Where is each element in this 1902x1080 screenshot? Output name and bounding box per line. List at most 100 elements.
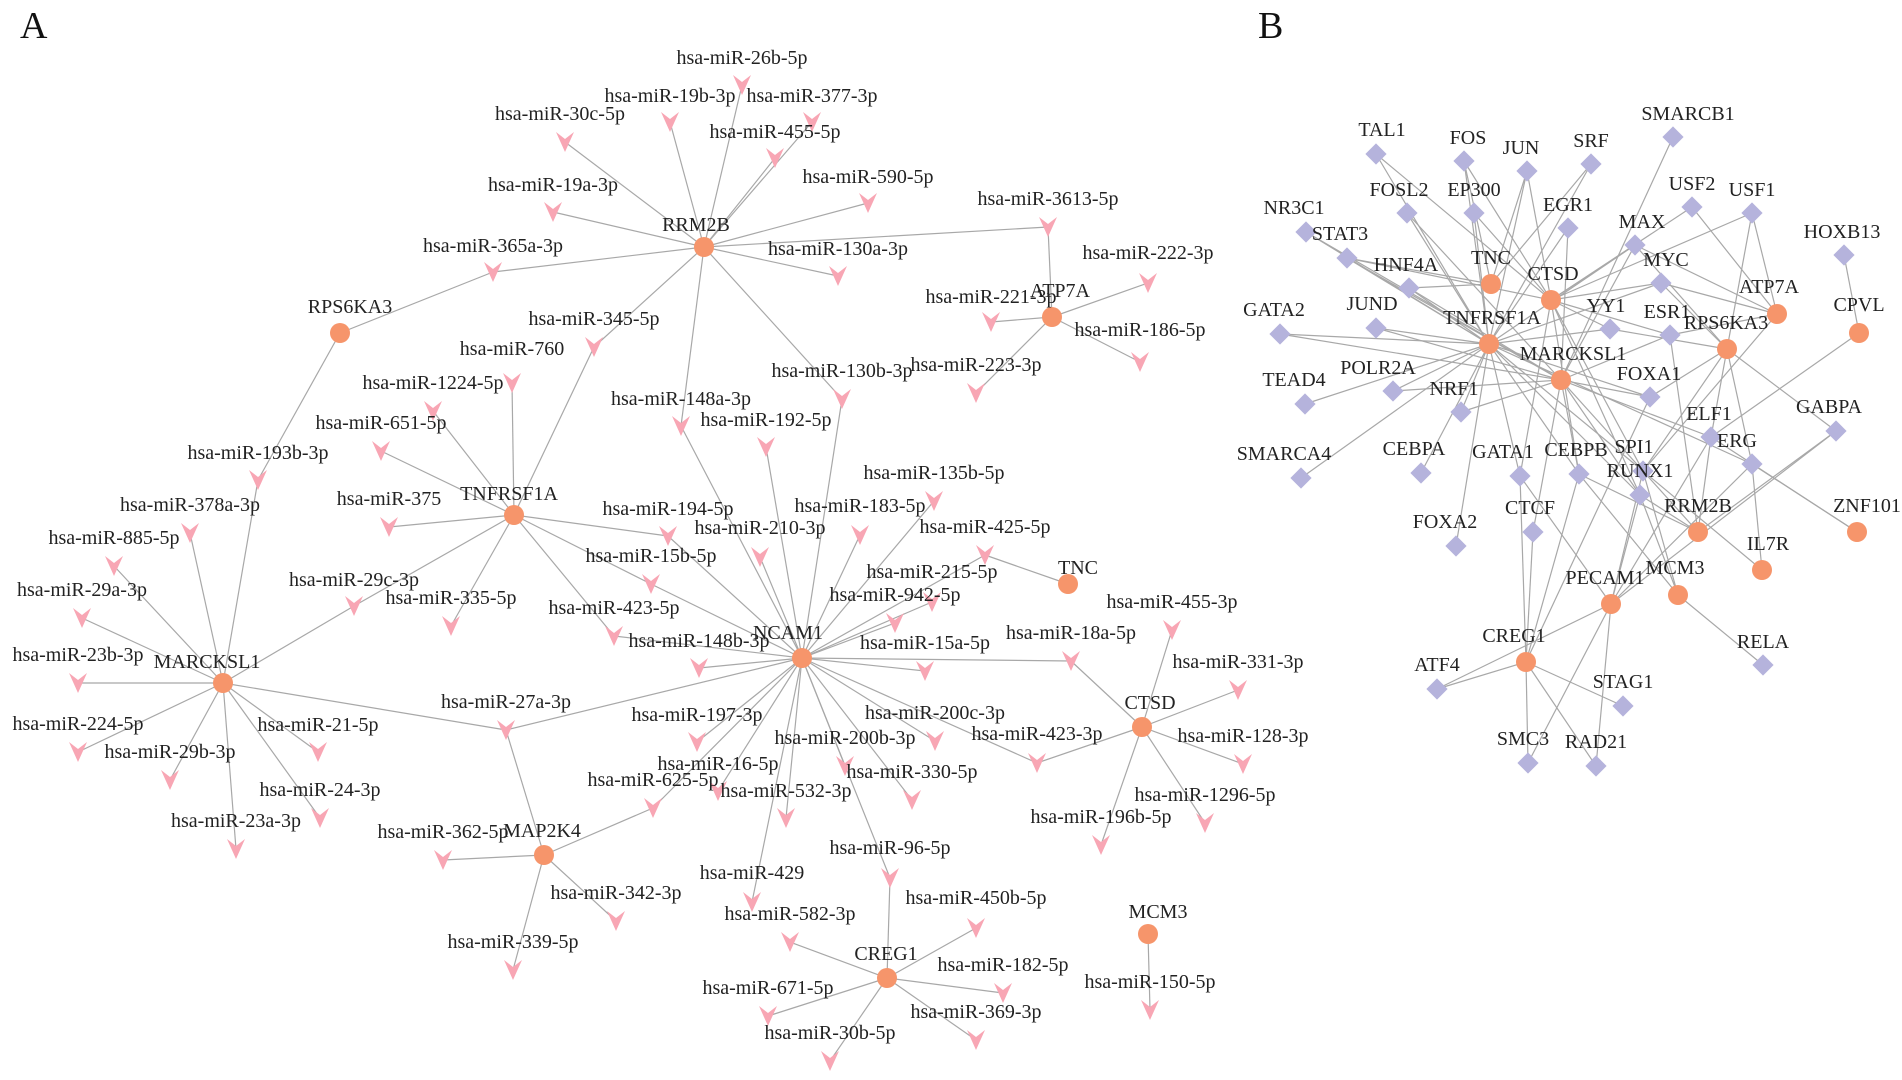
b-edge	[1525, 661, 1529, 764]
a-edge	[380, 450, 515, 516]
a-mirna-node-hsa-mir-135b-5p	[925, 491, 943, 511]
b-edge	[1375, 153, 1552, 301]
b-gene-node-il7r	[1752, 560, 1772, 580]
a-mirna-node-hsa-mir-885-5p	[105, 556, 123, 576]
a-mirna-node-hsa-mir-423-3p	[1028, 753, 1046, 773]
b-node-label-foxa1: FOXA1	[1617, 363, 1681, 385]
a-edge	[767, 977, 888, 1017]
a-edge	[785, 657, 803, 819]
a-edge	[801, 657, 913, 801]
a-edge	[886, 977, 1004, 994]
a-edge	[698, 657, 803, 669]
b-edge	[1560, 379, 1644, 472]
a-node-label-hsa-mir-339-5p: hsa-miR-339-5p	[447, 931, 578, 953]
b-edge	[1526, 170, 1552, 301]
b-edge	[1346, 257, 1490, 345]
b-node-label-myc: MYC	[1643, 249, 1689, 271]
a-mirna-node-hsa-mir-223-3p	[967, 383, 985, 403]
a-mirna-node-hsa-mir-18a-5p	[1062, 651, 1080, 671]
a-edge	[990, 316, 1053, 323]
a-node-label-hsa-mir-148b-3p: hsa-miR-148b-3p	[628, 630, 769, 652]
a-gene-node-ncam1	[792, 648, 812, 668]
b-edge	[1751, 212, 1778, 315]
b-edge	[1610, 494, 1641, 605]
a-node-label-hsa-mir-15b-5p: hsa-miR-15b-5p	[585, 545, 716, 567]
a-edge	[1141, 726, 1244, 765]
a-mirna-node-hsa-mir-192-5p	[757, 437, 775, 457]
a-edge	[81, 617, 224, 684]
b-gene-node-rrm2b	[1688, 522, 1708, 542]
a-edge	[759, 556, 803, 659]
a-mirna-node-hsa-mir-369-3p	[967, 1030, 985, 1050]
b-edge	[1610, 436, 1712, 605]
a-gene-node-rrm2b	[694, 237, 714, 257]
a-node-label-atp7a: ATP7A	[1030, 280, 1091, 302]
a-mirna-node-hsa-mir-200b-3p	[836, 756, 854, 776]
a-mirna-node-hsa-mir-210-3p	[751, 547, 769, 567]
a-edge	[789, 941, 888, 979]
a-edge	[511, 382, 515, 516]
b-node-label-fos: FOS	[1450, 127, 1487, 149]
a-edge	[680, 425, 803, 659]
a-mirna-node-hsa-mir-342-3p	[607, 911, 625, 931]
b-tf-node-cebpa	[1410, 462, 1432, 484]
a-node-label-hsa-mir-27a-3p: hsa-miR-27a-3p	[441, 691, 571, 713]
a-node-label-map2k4: MAP2K4	[503, 820, 581, 842]
a-edge	[886, 877, 891, 979]
a-node-label-marcksl1: MARCKSL1	[154, 651, 261, 673]
a-node-label-hsa-mir-423-3p: hsa-miR-423-3p	[971, 723, 1102, 745]
b-edge	[1710, 348, 1728, 438]
a-node-label-hsa-mir-183-5p: hsa-miR-183-5p	[794, 495, 925, 517]
b-node-label-erg: ERG	[1717, 430, 1757, 452]
b-tf-node-gata2	[1269, 323, 1291, 345]
b-node-label-gata2: GATA2	[1243, 299, 1305, 321]
a-node-label-hsa-mir-130a-3p: hsa-miR-130a-3p	[768, 238, 908, 260]
b-node-label-hnf4a: HNF4A	[1374, 254, 1439, 276]
a-node-label-hsa-mir-30b-5p: hsa-miR-30b-5p	[764, 1022, 895, 1044]
b-edge	[1610, 463, 1753, 605]
a-node-label-hsa-mir-651-5p: hsa-miR-651-5p	[315, 412, 446, 434]
a-edge	[222, 479, 259, 684]
a-edge	[222, 682, 237, 850]
b-gene-node-mcm3	[1668, 585, 1688, 605]
a-mirna-node-hsa-mir-362-5p	[434, 850, 452, 870]
a-node-label-hsa-mir-23b-3p: hsa-miR-23b-3p	[12, 644, 143, 666]
a-node-label-tnc: TNC	[1058, 557, 1098, 579]
b-edge	[1490, 163, 1592, 285]
a-node-label-hsa-mir-423-5p: hsa-miR-423-5p	[548, 597, 679, 619]
b-tf-node-smc3	[1517, 752, 1539, 774]
b-node-label-tal1: TAL1	[1358, 119, 1405, 141]
a-node-label-hsa-mir-345-5p: hsa-miR-345-5p	[528, 308, 659, 330]
a-mirna-node-hsa-mir-186-5p	[1131, 352, 1149, 372]
b-node-label-yy1: YY1	[1587, 295, 1626, 317]
b-node-label-srf: SRF	[1573, 130, 1609, 152]
a-mirna-node-hsa-mir-197-3p	[688, 732, 706, 752]
a-node-label-hsa-mir-19b-3p: hsa-miR-19b-3p	[604, 85, 735, 107]
b-edge	[1279, 333, 1562, 381]
a-node-label-hsa-mir-532-3p: hsa-miR-532-3p	[720, 780, 851, 802]
b-node-label-nrf1: NRF1	[1430, 378, 1479, 400]
b-edge	[1304, 343, 1490, 405]
b-edge	[1642, 470, 1763, 571]
b-edge	[1519, 475, 1527, 663]
a-node-label-hsa-mir-135b-5p: hsa-miR-135b-5p	[863, 462, 1004, 484]
b-node-label-runx1: RUNX1	[1607, 460, 1674, 482]
b-edge	[1488, 328, 1611, 345]
a-mirna-node-hsa-mir-16-5p	[709, 781, 727, 801]
a-mirna-node-hsa-mir-330-5p	[903, 790, 921, 810]
a-edge	[703, 246, 839, 277]
a-edge	[169, 682, 224, 781]
a-mirna-node-hsa-mir-671-5p	[759, 1006, 777, 1026]
b-node-label-creg1: CREG1	[1482, 625, 1545, 647]
a-edge	[669, 121, 705, 248]
a-node-label-hsa-mir-455-3p: hsa-miR-455-3p	[1106, 591, 1237, 613]
b-edge	[1488, 163, 1592, 345]
b-tf-node-jund	[1365, 317, 1387, 339]
b-node-label-foxa2: FOXA2	[1413, 511, 1477, 533]
b-edge	[1392, 343, 1490, 392]
a-edge	[257, 332, 341, 481]
a-mirna-node-hsa-mir-23a-3p	[227, 839, 245, 859]
a-node-label-hsa-mir-30c-5p: hsa-miR-30c-5p	[495, 103, 625, 125]
b-edge	[1642, 470, 1679, 596]
a-mirna-node-hsa-mir-130a-3p	[829, 266, 847, 286]
